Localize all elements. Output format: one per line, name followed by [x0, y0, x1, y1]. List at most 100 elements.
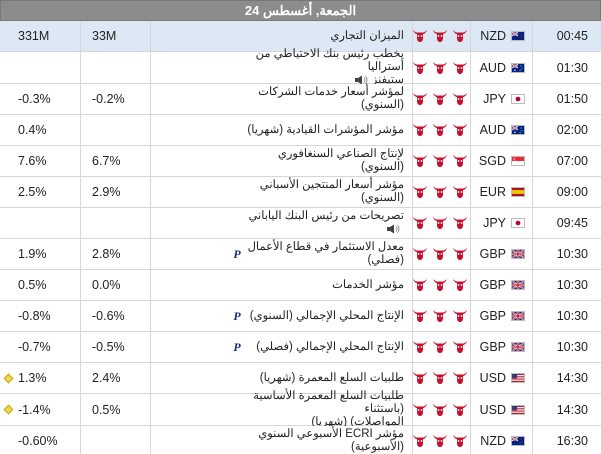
currency-code: NZD [480, 434, 506, 448]
speech-icon [354, 75, 368, 85]
prelim-cell: P [212, 332, 262, 362]
event-time: 02:00 [556, 123, 588, 137]
forecast-value: 2.8% [92, 247, 121, 261]
event-row[interactable]: 1.3% 2.4% طلبيات السلع المعمرة (شهريا) USD 1… [0, 363, 601, 394]
importance-rating [412, 115, 468, 145]
event-time: 00:45 [556, 29, 588, 43]
bull-icon [412, 123, 428, 137]
importance-rating [412, 239, 468, 269]
importance-rating [412, 363, 468, 393]
event-row[interactable]: -1.4% 0.5% طلبيات السلع المعمرة الأساسية (… [0, 390, 601, 428]
speech-icon [387, 224, 400, 234]
event-name[interactable]: الإنتاج المحلي الإجمالي (فصلي) [234, 332, 404, 362]
column-divider [470, 22, 471, 454]
bull-icon [452, 434, 468, 448]
preliminary-mark[interactable]: P [233, 246, 241, 261]
forecast-value: 2.4% [92, 371, 121, 385]
alert-diamond-icon[interactable] [3, 404, 13, 415]
preliminary-mark[interactable]: P [233, 308, 241, 323]
bull-icon [412, 185, 428, 199]
event-row[interactable]: -0.60% مؤشر ECRI الأسبوعي السنوي (الأسبوع… [0, 426, 601, 454]
forecast-value: 6.7% [92, 154, 121, 168]
prelim-cell: P [212, 239, 262, 269]
event-row[interactable]: 7.6% 6.7% لإنتاج الصناعي السنغافوري (السنو… [0, 146, 601, 177]
bull-icon [452, 29, 468, 43]
currency-code: GBP [479, 247, 506, 261]
bull-icon [412, 309, 428, 323]
event-name[interactable]: مؤشر المؤشرات القيادية (شهريا) [234, 115, 404, 145]
event-time: 14:30 [556, 371, 588, 385]
event-name-line: الإنتاج المحلي الإجمالي (السنوي) [249, 309, 404, 322]
preliminary-mark[interactable]: P [233, 339, 241, 354]
bull-icon [432, 371, 448, 385]
event-name[interactable]: مؤشر ECRI الأسبوعي السنوي (الأسبوعية) [234, 426, 404, 454]
bull-icon [452, 340, 468, 354]
currency-code: SGD [478, 154, 506, 168]
event-row[interactable]: -0.8% -0.6% P الإنتاج المحلي الإجمالي (السن… [0, 301, 601, 332]
bull-icon [432, 247, 448, 261]
event-name[interactable]: مؤشر أسعار المنتجين الأسباني (السنوي) [234, 177, 404, 207]
event-name-line: معدل الاستثمار في قطاع الأعمال (فصلي) [247, 241, 404, 266]
alert-cell [3, 363, 13, 393]
event-name-line: ستيفنز [234, 74, 404, 87]
day-header-label: الجمعة, أغسطس 24 [244, 2, 357, 18]
event-row[interactable]: 0.5% 0.0% مؤشر الخدمات GBP 10:30 [0, 270, 601, 301]
alert-cell [3, 177, 13, 207]
bull-icon [432, 403, 448, 417]
forecast-value: -0.5% [92, 340, 125, 354]
bull-icon [452, 123, 468, 137]
event-name[interactable]: لمؤشر أسعار خدمات الشركات (السنوي) [234, 84, 404, 114]
event-row[interactable]: تصريحات من رئيس البنك الياباني JPY 09:45 [0, 208, 601, 239]
gb-flag-icon [510, 332, 526, 362]
currency-code: EUR [479, 185, 506, 199]
alert-cell [3, 426, 13, 454]
bull-icon [452, 216, 468, 230]
event-row[interactable]: 331M 33M الميزان التجاري NZD 00:45 [0, 21, 601, 52]
alert-cell [3, 208, 13, 238]
column-divider [532, 22, 533, 454]
previous-value: 1.9% [18, 247, 47, 261]
alert-cell [3, 21, 13, 51]
gb-flag-icon [510, 270, 526, 300]
event-name[interactable]: طلبيات السلع المعمرة الأساسية (باستثناء ا… [234, 390, 404, 428]
event-name[interactable]: يخطب رئيس بنك الاحتياطي من أستراليا ستيفن… [234, 48, 404, 86]
alert-cell [3, 239, 13, 269]
event-list: 331M 33M الميزان التجاري NZD 00:45 يخطب رئيس … [0, 21, 601, 454]
currency-code: GBP [479, 278, 506, 292]
event-name[interactable]: الإنتاج المحلي الإجمالي (السنوي) [234, 301, 404, 331]
event-name-line: مؤشر الخدمات [332, 278, 404, 291]
currency-code: GBP [479, 340, 506, 354]
event-row[interactable]: -0.7% -0.5% P الإنتاج المحلي الإجمالي (فصلي… [0, 332, 601, 363]
previous-value: 0.4% [18, 123, 47, 137]
event-name[interactable]: تصريحات من رئيس البنك الياباني [234, 208, 404, 238]
event-name[interactable]: معدل الاستثمار في قطاع الأعمال (فصلي) [234, 239, 404, 269]
nz-flag-icon [510, 426, 526, 454]
event-row[interactable]: 2.5% 2.9% مؤشر أسعار المنتجين الأسباني (ال… [0, 177, 601, 208]
bull-icon [412, 154, 428, 168]
event-row[interactable]: -0.3% -0.2% لمؤشر أسعار خدمات الشركات (الس… [0, 84, 601, 115]
event-time: 09:00 [556, 185, 588, 199]
bull-icon [432, 29, 448, 43]
event-name[interactable]: لإنتاج الصناعي السنغافوري (السنوي) [234, 146, 404, 176]
bull-icon [452, 403, 468, 417]
event-row[interactable]: 0.4% مؤشر المؤشرات القيادية (شهريا) AUD 02:… [0, 115, 601, 146]
previous-value: -0.7% [18, 340, 51, 354]
day-header: الجمعة, أغسطس 24 [0, 0, 601, 21]
event-name[interactable]: الميزان التجاري [234, 21, 404, 51]
alert-diamond-icon[interactable] [3, 373, 13, 383]
event-time: 07:00 [556, 154, 588, 168]
column-divider [412, 22, 413, 454]
event-name[interactable]: طلبيات السلع المعمرة (شهريا) [234, 363, 404, 393]
alert-cell [3, 270, 13, 300]
importance-rating [412, 394, 468, 425]
event-row[interactable]: يخطب رئيس بنك الاحتياطي من أستراليا ستيفن… [0, 48, 601, 86]
event-name-line: المواصلات) (شهريا) [311, 416, 404, 428]
forecast-value [92, 426, 147, 454]
previous-value: 1.3% [18, 371, 47, 385]
event-row[interactable]: 1.9% 2.8% P معدل الاستثمار في قطاع الأعمال … [0, 239, 601, 270]
forecast-value: 33M [92, 29, 117, 43]
forecast-value: 2.9% [92, 185, 121, 199]
event-name[interactable]: مؤشر الخدمات [234, 270, 404, 300]
jp-flag-icon [510, 208, 526, 238]
